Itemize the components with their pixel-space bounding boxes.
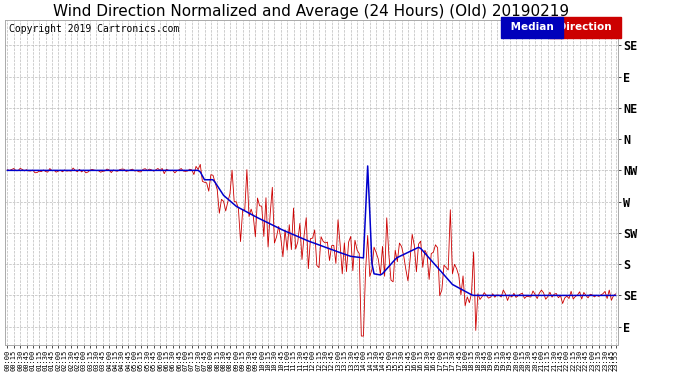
Text: Direction: Direction [554,22,615,32]
Title: Wind Direction Normalized and Average (24 Hours) (Old) 20190219: Wind Direction Normalized and Average (2… [53,4,569,19]
Text: Median: Median [506,22,557,32]
Text: Copyright 2019 Cartronics.com: Copyright 2019 Cartronics.com [9,24,179,34]
